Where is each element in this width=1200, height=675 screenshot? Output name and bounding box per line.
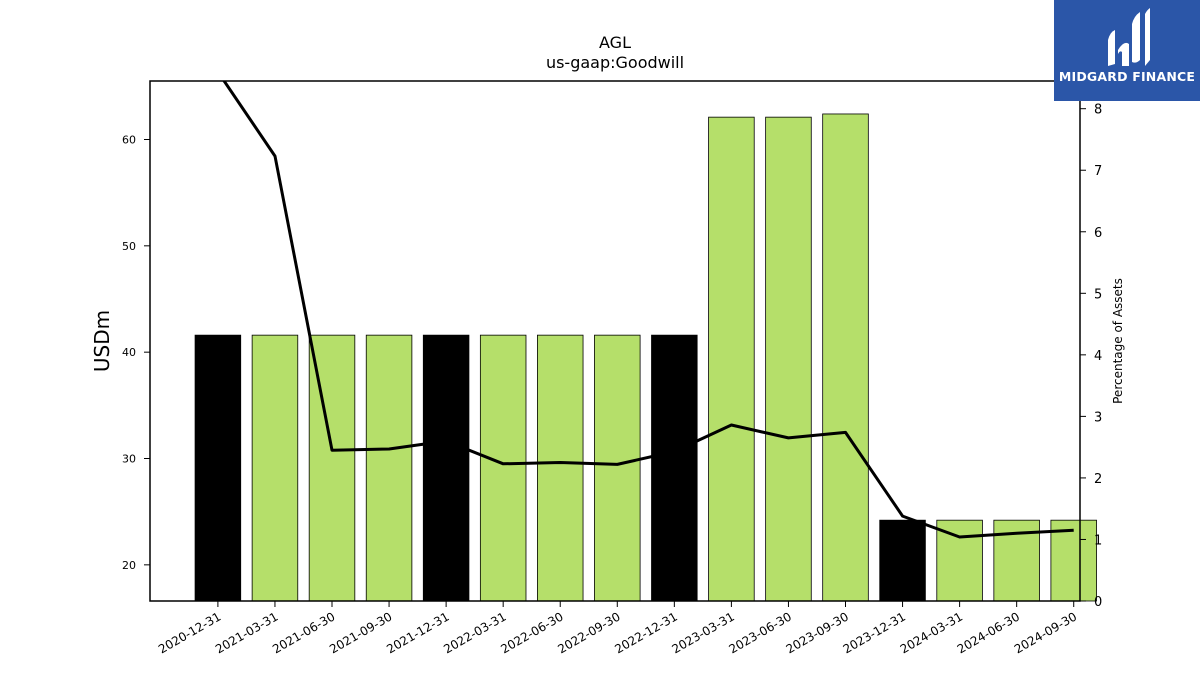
bar-2020-12-31 — [194, 334, 242, 602]
left-tick-label: 50 — [122, 240, 136, 253]
chart-title: AGL — [599, 33, 631, 52]
x-tick-label: 2021-03-31 — [213, 609, 280, 656]
right-axis-ticks: 0 1 2 3 4 5 6 7 8 — [1080, 103, 1102, 610]
line-series — [222, 81, 1074, 539]
x-tick-label: 2023-06-30 — [727, 609, 794, 656]
right-tick-label: 0 — [1094, 595, 1102, 610]
x-tick-label: 2021-09-30 — [327, 609, 394, 656]
bar-2021-12-31 — [422, 334, 470, 602]
x-tick-label: 2024-06-30 — [955, 609, 1022, 656]
left-tick-label: 60 — [122, 133, 136, 146]
bar-2022-12-31 — [651, 334, 698, 602]
x-tick-label: 2022-12-31 — [612, 609, 679, 656]
x-tick-label: 2020-12-31 — [156, 609, 223, 656]
bar-2021-03-31 — [251, 334, 299, 602]
right-tick-label: 1 — [1094, 533, 1102, 548]
x-tick-label: 2022-09-30 — [555, 609, 622, 656]
right-tick-label: 3 — [1094, 410, 1102, 425]
bar-series — [194, 113, 1097, 602]
x-tick-label: 2022-03-31 — [441, 609, 508, 656]
logo-mark-icon — [1108, 8, 1150, 66]
x-tick-label: 2024-09-30 — [1012, 609, 1079, 656]
bar-2023-06-30 — [765, 116, 812, 602]
right-tick-label: 8 — [1094, 103, 1102, 118]
left-tick-label: 40 — [122, 346, 136, 359]
bar-2022-06-30 — [537, 334, 584, 602]
right-tick-label: 2 — [1094, 472, 1102, 487]
x-tick-label: 2022-06-30 — [498, 609, 565, 656]
left-axis-ticks: 20 30 40 50 60 — [122, 133, 150, 572]
bar-2024-03-31 — [936, 519, 983, 602]
chart-subtitle: us-gaap:Goodwill — [546, 53, 684, 72]
left-tick-label: 20 — [122, 559, 136, 572]
plot-frame — [149, 80, 1081, 602]
bar-2023-12-31 — [879, 519, 926, 602]
logo-text: MIDGARD FINANCE — [1058, 69, 1196, 84]
x-tick-label: 2024-03-31 — [898, 609, 965, 656]
left-tick-label: 30 — [122, 453, 136, 466]
right-tick-label: 7 — [1094, 164, 1102, 179]
right-tick-label: 6 — [1094, 226, 1102, 241]
x-tick-label: 2021-06-30 — [270, 609, 337, 656]
bar-2022-09-30 — [594, 334, 641, 602]
x-axis-ticks: 2020-12-312021-03-312021-06-302021-09-30… — [156, 601, 1079, 656]
x-tick-label: 2023-09-30 — [784, 609, 851, 656]
bar-2023-03-31 — [708, 116, 755, 602]
right-tick-label: 4 — [1094, 349, 1102, 364]
bar-2023-09-30 — [822, 113, 869, 602]
x-tick-label: 2023-03-31 — [669, 609, 736, 656]
y-axis-label: USDm — [90, 310, 114, 372]
x-tick-label: 2023-12-31 — [841, 609, 908, 656]
x-tick-label: 2021-12-31 — [384, 609, 451, 656]
right-tick-label: 5 — [1094, 287, 1102, 302]
percentage-of-assets-line — [222, 81, 1074, 539]
y-axis-right-label: Percentage of Assets — [1111, 278, 1125, 404]
bar-2022-03-31 — [479, 334, 527, 602]
midgard-finance-logo: MIDGARD FINANCE — [1054, 0, 1200, 101]
bar-2024-09-30 — [1050, 519, 1097, 602]
bar-2021-09-30 — [365, 334, 413, 602]
